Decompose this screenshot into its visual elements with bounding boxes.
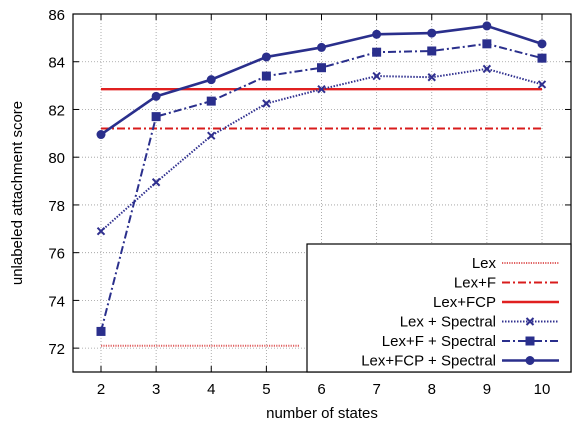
x-axis-label: number of states <box>266 405 378 422</box>
data-point <box>482 21 492 31</box>
x-tick-label: 9 <box>483 381 491 398</box>
y-tick-label: 72 <box>48 341 65 358</box>
data-point <box>96 130 106 140</box>
data-point <box>372 29 382 39</box>
legend-item: Lex <box>472 255 559 272</box>
data-point <box>482 39 492 49</box>
legend-label: Lex+FCP + Spectral <box>361 353 496 370</box>
data-point <box>317 63 326 73</box>
data-point <box>372 71 381 81</box>
data-point <box>372 47 382 57</box>
x-tick-label: 6 <box>317 381 325 398</box>
data-point <box>96 326 106 336</box>
data-point <box>482 64 492 74</box>
legend-item: Lex+FCP + Spectral <box>361 353 559 370</box>
y-tick-label: 84 <box>48 55 65 72</box>
data-point <box>151 112 161 122</box>
y-tick-label: 76 <box>48 246 65 263</box>
data-point <box>427 46 437 56</box>
x-tick-label: 4 <box>207 381 215 398</box>
series-4 <box>96 39 547 336</box>
legend-label: Lex <box>472 255 497 272</box>
data-point <box>537 53 547 63</box>
y-tick-label: 86 <box>48 7 65 24</box>
legend: Lex Lex+F Lex+FCP Lex + Spectral Lex+F + Spe… <box>306 243 572 373</box>
legend-label: Lex+F <box>454 275 496 292</box>
legend-box <box>306 243 572 373</box>
legend-item: Lex+F + Spectral <box>382 333 559 350</box>
x-tick-label: 7 <box>372 381 380 398</box>
x-tick-label: 2 <box>97 381 105 398</box>
data-point <box>537 80 547 89</box>
series-layer <box>96 21 547 347</box>
x-tick-label: 10 <box>534 381 551 398</box>
data-point <box>207 131 216 140</box>
y-tick-label: 74 <box>48 293 65 310</box>
data-point <box>261 71 271 81</box>
y-tick-label: 82 <box>48 102 65 119</box>
data-point <box>261 52 271 62</box>
data-point <box>317 42 326 52</box>
data-point <box>206 75 216 85</box>
legend-marker <box>525 356 535 365</box>
data-point <box>151 178 161 187</box>
legend-label: Lex+F + Spectral <box>382 333 496 350</box>
data-point <box>262 99 271 108</box>
legend-item: Lex+F <box>454 275 559 292</box>
legend-marker <box>525 336 535 346</box>
data-point <box>151 91 161 101</box>
legend-item: Lex+FCP <box>433 294 559 311</box>
x-tick-label: 8 <box>428 381 436 398</box>
data-point <box>427 28 437 38</box>
y-tick-label: 80 <box>48 150 65 167</box>
y-axis-label: unlabeled attachment score <box>9 101 26 285</box>
x-tick-label: 5 <box>262 381 270 398</box>
legend-item: Lex + Spectral <box>400 314 559 331</box>
legend-label: Lex+FCP <box>433 294 496 311</box>
data-point <box>537 39 547 49</box>
data-point <box>96 226 106 236</box>
data-point <box>206 96 216 106</box>
data-point <box>317 84 326 94</box>
x-tick-label: 3 <box>152 381 160 398</box>
legend-label: Lex + Spectral <box>400 314 496 331</box>
y-tick-label: 78 <box>48 198 65 215</box>
legend-marker <box>525 317 535 326</box>
data-point <box>427 73 436 82</box>
series-3 <box>96 64 547 236</box>
series-5 <box>96 21 547 140</box>
